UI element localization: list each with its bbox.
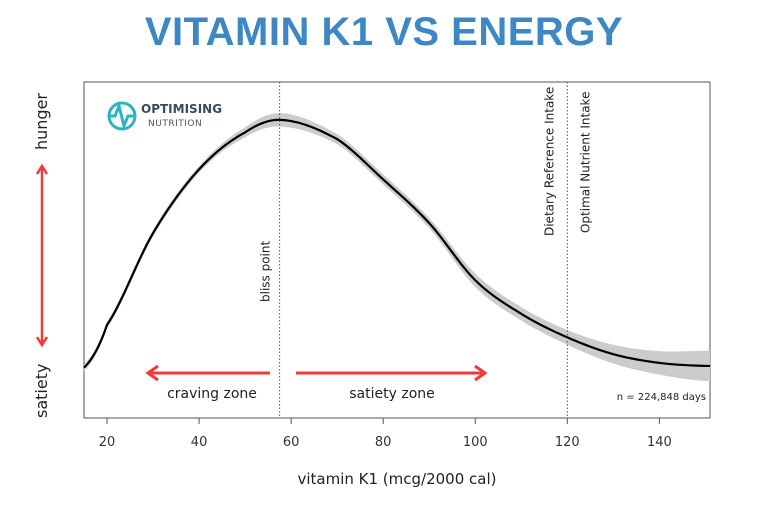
chart-title: VITAMIN K1 VS ENERGY: [144, 10, 624, 54]
x-tick-label: 20: [99, 435, 116, 450]
logo-text-line1: OPTIMISING: [141, 102, 222, 116]
oni-label: Optimal Nutrient Intake: [578, 92, 592, 233]
dri-label: Dietary Reference Intake: [542, 87, 556, 236]
x-tick-label: 80: [375, 435, 392, 450]
confidence-band: [84, 113, 710, 382]
bliss-point-label: bliss point: [259, 240, 273, 302]
logo-text-line2: NUTRITION: [148, 119, 202, 129]
arrow-up-icon: [35, 163, 49, 175]
arrow-left-icon: [145, 364, 159, 382]
arrow-down-icon: [35, 336, 49, 348]
arrow-right-icon: [474, 364, 488, 382]
x-tick-label: 120: [555, 435, 580, 450]
x-tick-label: 60: [283, 435, 300, 450]
x-tick-label: 40: [191, 435, 208, 450]
satiety-zone-label: satiety zone: [349, 386, 435, 402]
x-tick-label: 140: [647, 435, 672, 450]
x-axis-label: vitamin K1 (mcg/2000 cal): [297, 470, 497, 488]
y-label-hunger: hunger: [32, 93, 51, 150]
sample-size-label: n = 224,848 days: [617, 392, 706, 403]
x-tick-label: 100: [463, 435, 488, 450]
logo-pulse-icon: [108, 101, 136, 131]
series-line: [83, 118, 710, 369]
y-label-satiety: satiety: [32, 363, 51, 418]
craving-zone-label: craving zone: [167, 386, 257, 402]
plot-frame: [83, 81, 711, 419]
